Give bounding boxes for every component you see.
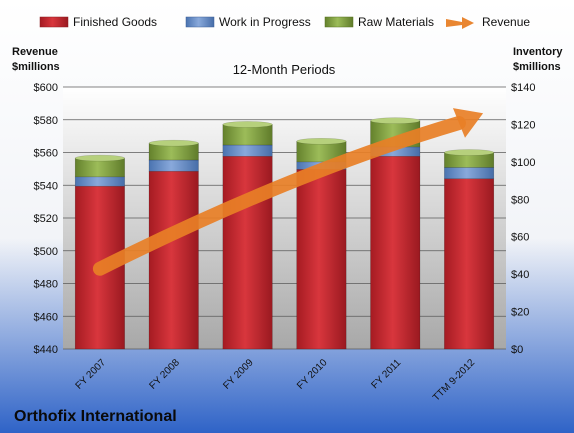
legend-swatch-revenue [446, 17, 474, 29]
right-axis-ticks: $0 $20 $40 $60 $80 $100 $120 $140 [511, 82, 535, 356]
right-tick-label: $20 [511, 307, 529, 319]
right-tick-label: $100 [511, 157, 535, 169]
right-tick-label: $80 [511, 194, 529, 206]
chart-title: 12-Month Periods [233, 62, 336, 77]
left-axis-ticks: $440 $460 $480 $500 $520 $540 $560 $580 $600 [34, 82, 58, 356]
legend-label-raw-materials: Raw Materials [358, 15, 434, 29]
legend-swatch-work-in-progress [185, 16, 215, 28]
bar-work-in-progress [148, 159, 199, 172]
right-tick-label: $0 [511, 344, 523, 356]
left-tick-label: $600 [34, 82, 58, 94]
left-tick-label: $520 [34, 213, 58, 225]
bar-finished-goods [148, 170, 199, 350]
left-tick-label: $440 [34, 344, 58, 356]
left-tick-label: $500 [34, 246, 58, 258]
bar-top-cap [444, 149, 495, 156]
left-tick-label: $580 [34, 115, 58, 127]
legend-label-work-in-progress: Work in Progress [219, 15, 311, 29]
bar-finished-goods [444, 178, 495, 350]
left-axis-label-line1: Revenue [12, 46, 58, 58]
revenue-arrow-head [452, 108, 484, 138]
legend: Finished Goods Work in Progress Raw Mate… [39, 15, 530, 29]
bar-work-in-progress [74, 176, 125, 187]
bar-work-in-progress [444, 167, 495, 179]
bar-top-cap [222, 121, 273, 128]
legend-item-raw-materials: Raw Materials [324, 15, 434, 29]
bar-top-cap [148, 139, 199, 147]
revenue-trend [92, 108, 484, 276]
right-axis-label-line1: Inventory [513, 46, 563, 58]
bar-top-cap [74, 154, 125, 162]
right-tick-label: $120 [511, 119, 535, 131]
left-tick-label: $480 [34, 279, 58, 291]
gridlines [63, 86, 506, 350]
bar-finished-goods [370, 155, 421, 350]
legend-label-finished-goods: Finished Goods [73, 15, 157, 29]
right-tick-label: $40 [511, 269, 529, 281]
company-name: Orthofix International [14, 408, 177, 425]
left-tick-label: $560 [34, 148, 58, 160]
revenue-arrow-shaft [92, 115, 466, 276]
left-axis-label-line2: $millions [12, 61, 60, 73]
bar-top-cap [296, 138, 347, 145]
bar-finished-goods [222, 155, 273, 350]
bar-top-cap [370, 117, 421, 124]
legend-item-finished-goods: Finished Goods [39, 15, 157, 29]
legend-swatch-finished-goods [39, 16, 69, 28]
left-tick-label: $460 [34, 311, 58, 323]
right-tick-label: $140 [511, 82, 535, 94]
legend-item-work-in-progress: Work in Progress [185, 15, 311, 29]
left-tick-label: $540 [34, 180, 58, 192]
bar-work-in-progress [222, 144, 273, 157]
legend-label-revenue: Revenue [482, 15, 530, 29]
legend-swatch-raw-materials [324, 16, 354, 28]
bar-finished-goods [296, 169, 347, 350]
right-axis-label-line2: $millions [513, 61, 561, 73]
legend-item-revenue: Revenue [446, 15, 530, 29]
right-tick-label: $60 [511, 232, 529, 244]
